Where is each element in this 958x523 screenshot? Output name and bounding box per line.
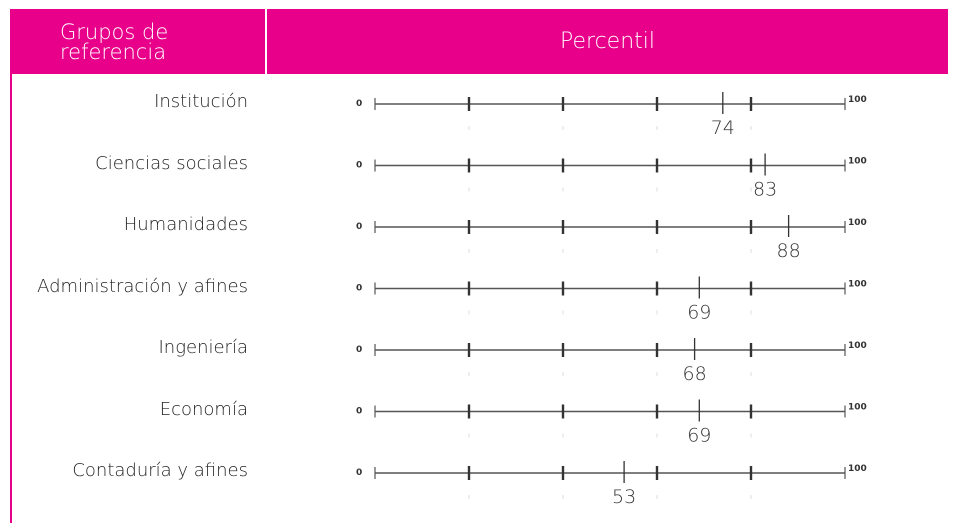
scale-max-label: 100 [848, 341, 867, 351]
percentile-value-label: 69 [687, 425, 711, 447]
scale-min-label: 0 [356, 407, 362, 417]
scale-max-label: 100 [848, 280, 867, 290]
scale-min-label: 0 [356, 161, 362, 171]
reference-groups-header-line1: Grupos de [60, 20, 169, 44]
left-border [10, 74, 12, 523]
row-label: Administración y afines [37, 275, 248, 297]
scale-max-label: 100 [848, 157, 867, 167]
percentile-value-label: 53 [612, 486, 636, 508]
header-divider [265, 9, 267, 74]
percentile-value-label: 83 [753, 179, 777, 201]
scale-min-label: 0 [356, 345, 362, 355]
row-label: Institución [154, 91, 248, 112]
percentile-value-label: 69 [687, 302, 711, 324]
scale-min-label: 0 [356, 99, 362, 109]
scale-min-label: 0 [356, 468, 362, 478]
percentile-value-label: 74 [711, 117, 735, 139]
scale-min-label: 0 [356, 284, 362, 294]
scale-max-label: 100 [848, 464, 867, 474]
reference-groups-header: Grupos de referencia [10, 9, 265, 74]
row-label: Humanidades [123, 214, 248, 235]
row-label: Ciencias sociales [95, 152, 248, 174]
reference-groups-header-line2: referencia [60, 40, 167, 64]
percentile-value-label: 88 [777, 240, 801, 262]
percentile-header: Percentil [559, 29, 655, 54]
row-label: Ingeniería [158, 337, 248, 358]
row-label: Contaduría y afines [72, 460, 248, 481]
scale-max-label: 100 [848, 95, 867, 105]
table-header: Grupos de referencia Percentil [10, 9, 948, 74]
scale-min-label: 0 [356, 222, 362, 232]
scale-max-label: 100 [848, 218, 867, 228]
percentile-value-label: 68 [683, 363, 707, 385]
row-label: Economía [159, 398, 248, 420]
scale-max-label: 100 [848, 403, 867, 413]
